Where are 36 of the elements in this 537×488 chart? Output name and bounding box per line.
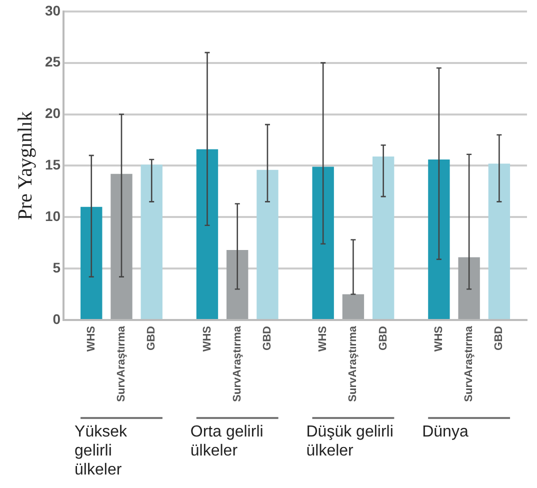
y-tick-label: 30 (44, 2, 61, 18)
text: WHS (85, 326, 98, 352)
bar (110, 174, 132, 319)
text: GBD (146, 326, 158, 350)
text: WHS (432, 326, 445, 352)
bar (312, 166, 334, 319)
text: GBD (377, 326, 390, 350)
text: WHS (317, 326, 330, 352)
bar (196, 149, 218, 319)
bar (256, 170, 278, 319)
x-tick-label: Orta gelirli ülkeler (190, 423, 264, 460)
bar (342, 294, 364, 319)
text: SurvAraştırma (116, 325, 128, 402)
x-tick-label: Düşük gelirli ülkeler (306, 423, 394, 460)
bar (372, 156, 394, 319)
x-tick-label: Yüksek gelirli ülkeler (74, 423, 128, 478)
text: GBD (493, 326, 506, 350)
text: SurvAraştırma (347, 326, 360, 402)
bar (140, 164, 162, 319)
y-tick-label: 0 (52, 310, 61, 327)
y-tick-label: 5 (52, 259, 61, 276)
bar (458, 257, 480, 319)
y-tick-label: 25 (44, 54, 61, 70)
text: SurvAraştırma (463, 326, 476, 402)
x-tick-label: Dünya (422, 423, 468, 440)
y-tick-label: 15 (44, 156, 61, 173)
text: GBD (262, 326, 274, 350)
y-tick-label: 20 (44, 105, 61, 122)
bar (80, 206, 102, 319)
text: SurvAraştırma (231, 326, 244, 402)
text: WHS (201, 326, 214, 352)
y-tick-label: 10 (44, 208, 61, 224)
bar (428, 160, 450, 319)
y-axis-title: Pre Yaygınlık (14, 111, 36, 220)
bar (226, 250, 248, 319)
bar (488, 164, 510, 319)
